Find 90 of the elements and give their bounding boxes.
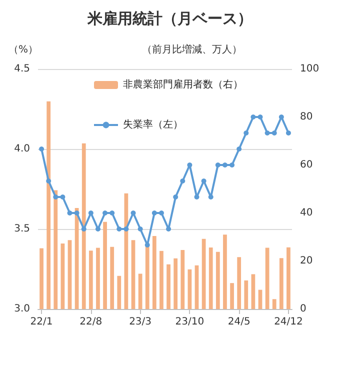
bar (40, 248, 44, 309)
bar (103, 222, 107, 309)
x-tick-label: 24/12 (274, 316, 303, 328)
bar (54, 190, 58, 309)
point (236, 146, 242, 152)
bar (152, 236, 156, 309)
point (81, 226, 86, 232)
point (194, 194, 200, 200)
bar (166, 264, 170, 309)
x-tick-label: 22/1 (30, 316, 53, 328)
bar (237, 257, 242, 309)
bar (223, 234, 227, 309)
point (67, 210, 72, 216)
point (88, 210, 94, 216)
bar (68, 240, 72, 309)
point (152, 210, 157, 216)
bar (265, 248, 270, 309)
bar (131, 240, 136, 309)
legend-label: 失業率（左） (123, 118, 183, 130)
bar (174, 258, 178, 309)
point (173, 194, 178, 200)
point (116, 226, 122, 232)
point (110, 210, 115, 216)
y-axis-title: （%） (8, 44, 38, 56)
y2-tick-label: 20 (300, 256, 313, 266)
y2-tick-label: 40 (300, 208, 313, 218)
point (215, 162, 220, 168)
bar (216, 252, 220, 309)
point (102, 210, 108, 216)
bar (138, 274, 142, 309)
x-tick-label: 23/10 (175, 316, 204, 328)
point (138, 226, 143, 232)
point (258, 114, 263, 120)
point (272, 130, 277, 136)
legend-label: 非農業部門雇用者数（右） (123, 78, 243, 90)
y-tick-label: 4.0 (14, 144, 30, 154)
y2-tick-label: 100 (300, 64, 320, 74)
point (230, 162, 235, 168)
point (286, 130, 291, 136)
bar (96, 248, 100, 309)
point (53, 194, 58, 200)
bar (60, 243, 65, 309)
y2-tick-label: 60 (300, 160, 313, 170)
point (158, 210, 164, 216)
point (46, 178, 52, 184)
bar (180, 250, 185, 309)
point (166, 226, 172, 232)
point (60, 194, 66, 200)
bar (46, 101, 51, 309)
point (180, 178, 186, 184)
point (187, 162, 192, 168)
bar (160, 250, 164, 309)
bar (88, 250, 93, 309)
y2-tick-label: 80 (300, 112, 313, 122)
point (264, 130, 270, 136)
bar (145, 245, 150, 309)
point (74, 210, 80, 216)
point (201, 178, 206, 184)
bar (230, 283, 234, 309)
y2-axis-title: （前月比増減、万人） (142, 44, 242, 56)
bar (110, 246, 114, 309)
point (222, 162, 228, 168)
x-tick-label: 24/5 (228, 316, 250, 328)
bar (279, 258, 284, 309)
y-tick-label: 3.5 (14, 224, 30, 234)
y2-tick-label: 0 (300, 304, 306, 314)
point (124, 226, 129, 232)
point (39, 146, 44, 152)
point (208, 194, 214, 200)
point (130, 210, 136, 216)
bar (208, 248, 213, 309)
point (250, 114, 256, 120)
point (244, 130, 249, 136)
bar (286, 247, 290, 309)
bar (117, 276, 122, 309)
point (144, 242, 150, 248)
x-tick-label: 23/3 (129, 316, 152, 328)
bar (251, 274, 256, 309)
y-tick-label: 3.0 (14, 304, 30, 314)
x-tick-label: 22/8 (80, 316, 102, 328)
chart-title: 米雇用統計（月ベース） (86, 10, 252, 28)
y-tick-label: 4.5 (14, 64, 30, 74)
bar (82, 143, 86, 309)
point (278, 114, 284, 120)
bar (272, 299, 276, 309)
point (95, 226, 100, 232)
bar (194, 265, 199, 309)
bar (188, 269, 192, 309)
bar (244, 280, 248, 309)
bar (202, 238, 206, 309)
